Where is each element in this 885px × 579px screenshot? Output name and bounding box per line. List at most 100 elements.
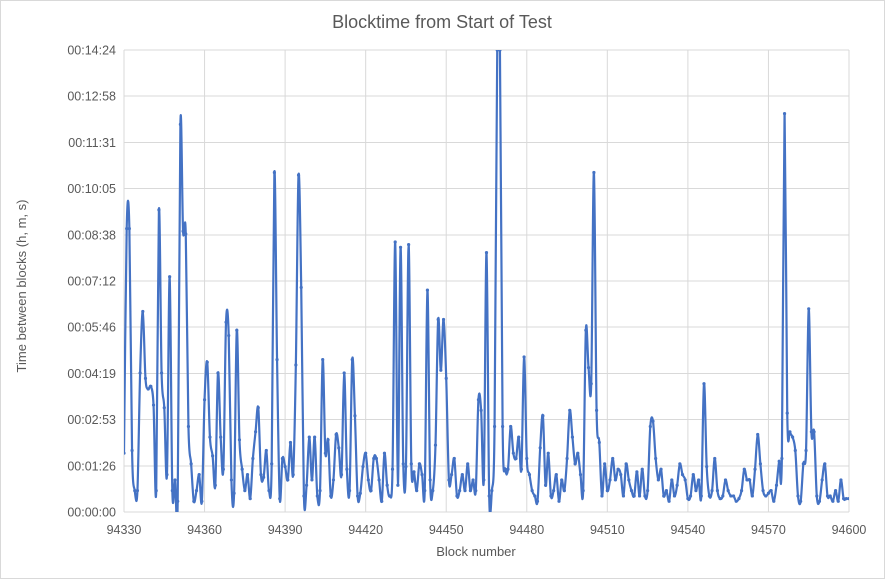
- data-point: [530, 489, 534, 493]
- y-tick-label: 00:02:53: [67, 413, 116, 427]
- chart-title: Blocktime from Start of Test: [332, 12, 552, 32]
- data-point: [452, 456, 456, 461]
- data-point: [511, 451, 515, 455]
- data-point: [133, 489, 137, 493]
- x-tick-label: 94390: [268, 523, 303, 537]
- x-tick-label: 94540: [671, 523, 706, 537]
- y-tick-labels: 00:00:00 00:01:26 00:02:53 00:04:19 00:05:46…: [67, 44, 116, 520]
- data-point: [721, 494, 725, 498]
- data-point: [554, 472, 558, 477]
- data-point: [264, 448, 268, 453]
- data-point: [753, 467, 757, 471]
- data-point: [205, 360, 209, 364]
- series-line-0: [124, 50, 849, 512]
- data-point: [844, 497, 848, 501]
- data-point: [361, 464, 365, 469]
- data-point: [388, 494, 392, 498]
- data-point: [130, 448, 134, 453]
- data-point: [216, 371, 220, 375]
- data-point: [447, 478, 451, 482]
- data-point: [723, 478, 728, 482]
- data-point: [468, 489, 472, 493]
- data-point: [731, 494, 736, 498]
- data-point: [769, 489, 773, 493]
- data-point: [713, 456, 717, 461]
- data-point: [799, 499, 803, 503]
- data-point: [774, 483, 779, 487]
- data-point: [495, 50, 499, 52]
- data-point: [581, 489, 585, 493]
- data-point: [441, 317, 446, 322]
- data-point: [702, 382, 706, 386]
- data-point: [302, 494, 306, 498]
- data-point: [718, 497, 722, 501]
- data-point: [449, 472, 454, 477]
- data-point: [772, 499, 776, 503]
- data-point: [509, 424, 513, 429]
- data-point: [334, 432, 338, 437]
- data-point: [680, 472, 685, 477]
- data-point: [825, 494, 830, 498]
- data-point: [331, 478, 336, 482]
- data-point: [750, 494, 754, 498]
- data-point: [157, 208, 161, 212]
- y-tick-label: 00:14:24: [67, 44, 116, 58]
- data-point: [525, 456, 529, 461]
- data-point: [729, 494, 733, 498]
- data-point: [573, 462, 577, 466]
- data-point: [664, 489, 669, 493]
- data-point: [347, 489, 352, 493]
- data-point: [412, 470, 416, 474]
- data-point: [742, 467, 746, 471]
- data-point: [705, 464, 709, 469]
- data-point: [543, 483, 548, 487]
- data-point: [654, 456, 658, 461]
- data-point: [761, 489, 765, 493]
- data-point: [176, 499, 180, 503]
- y-tick-label: 00:00:00: [67, 506, 116, 520]
- data-point: [748, 478, 752, 482]
- data-point: [296, 173, 301, 177]
- data-point: [549, 494, 553, 498]
- data-point: [562, 489, 566, 493]
- data-point: [619, 472, 623, 477]
- data-point: [756, 432, 760, 437]
- x-tick-label: 94420: [348, 523, 383, 537]
- data-point: [833, 489, 838, 493]
- data-point: [656, 478, 660, 482]
- data-point: [455, 494, 459, 498]
- data-point: [568, 408, 572, 412]
- data-point: [737, 497, 741, 501]
- x-tick-label: 94600: [832, 523, 867, 537]
- data-point: [125, 227, 129, 231]
- data-point: [815, 494, 819, 498]
- data-point: [842, 497, 846, 501]
- data-point: [584, 328, 588, 332]
- data-point: [788, 430, 792, 434]
- x-tick-label: 94510: [590, 523, 625, 537]
- data-point: [229, 478, 234, 482]
- data-point: [745, 478, 749, 482]
- data-point: [501, 424, 505, 429]
- data-point: [637, 494, 642, 498]
- data-point: [576, 451, 580, 455]
- data-point: [804, 448, 808, 453]
- data-point: [425, 288, 430, 292]
- data-point: [694, 489, 698, 493]
- data-point: [659, 467, 663, 471]
- data-point: [823, 462, 827, 466]
- data-point: [283, 464, 287, 469]
- x-tick-label: 94450: [429, 523, 464, 537]
- data-point: [159, 371, 164, 375]
- data-point: [221, 467, 225, 471]
- data-point: [466, 462, 470, 466]
- data-point: [318, 489, 322, 493]
- x-tick-label: 94570: [751, 523, 786, 537]
- data-point: [178, 122, 182, 126]
- data-point: [291, 472, 295, 477]
- data-point: [138, 371, 142, 375]
- data-point: [476, 398, 481, 402]
- data-point: [307, 435, 311, 439]
- data-point: [522, 355, 526, 359]
- data-point: [377, 478, 381, 482]
